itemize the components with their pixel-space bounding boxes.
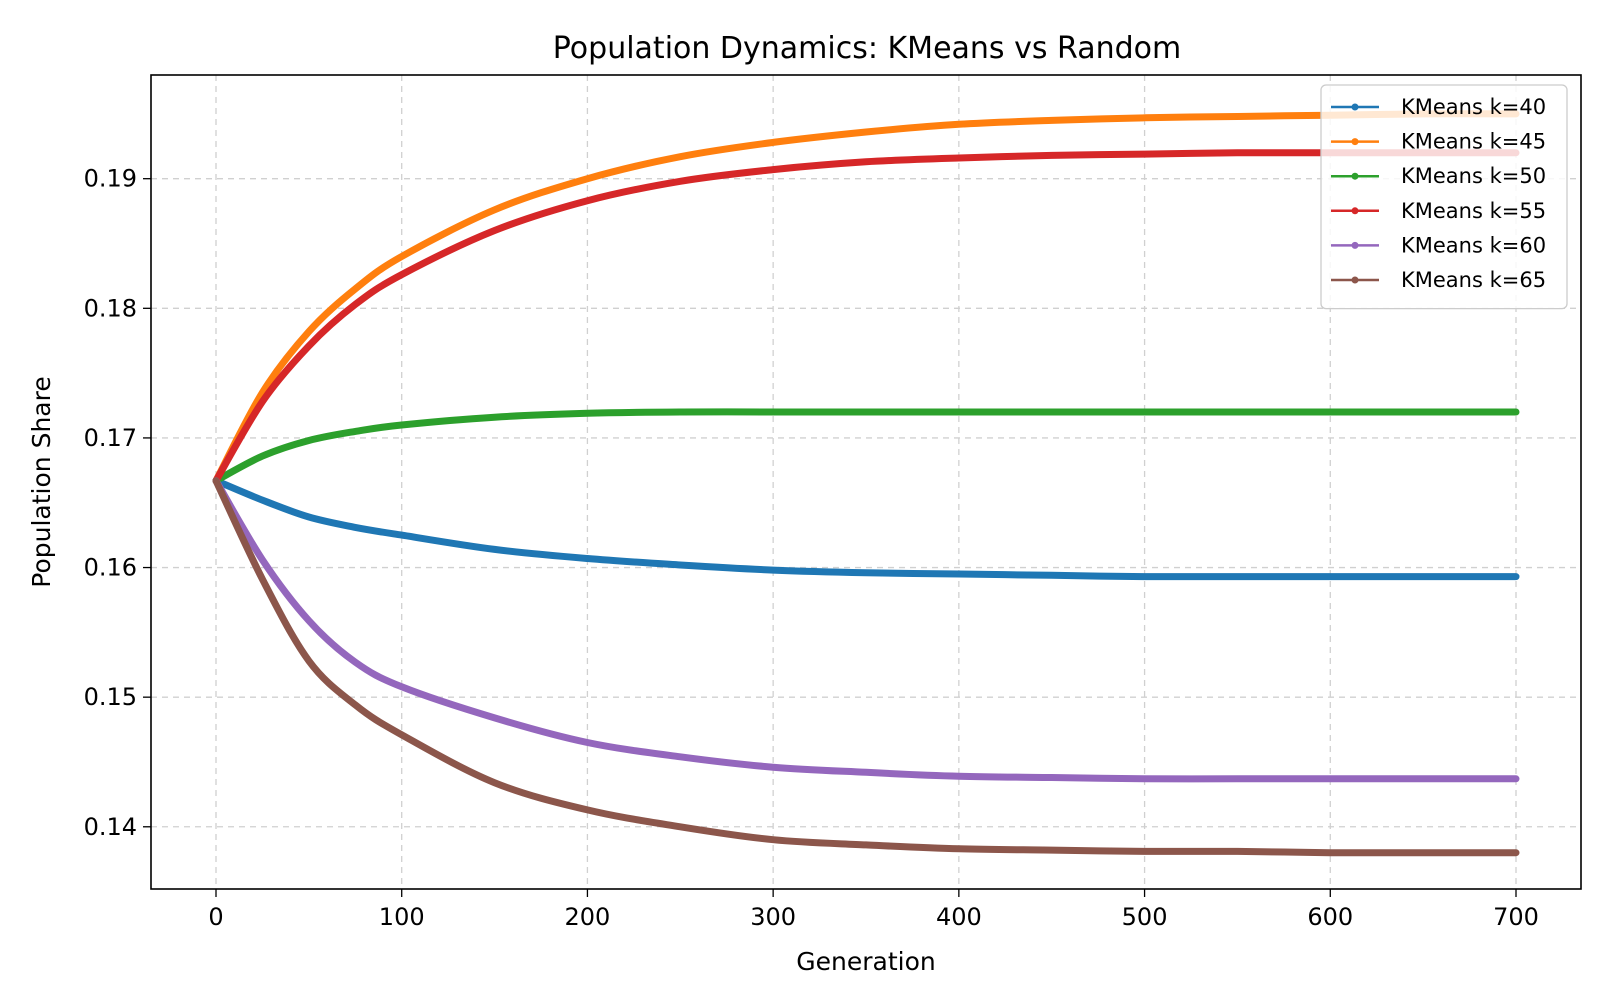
series-line-kmeans-k-55	[212, 149, 1520, 485]
legend-marker-kmeans-k-65	[1351, 276, 1359, 284]
chart-title: Population Dynamics: KMeans vs Random	[553, 31, 1181, 66]
legend-label-kmeans-k-45: KMeans k=45	[1401, 130, 1546, 154]
series-line-kmeans-k-65	[212, 477, 1520, 857]
legend-label-kmeans-k-50: KMeans k=50	[1401, 164, 1546, 188]
legend-marker-kmeans-k-40	[1351, 103, 1359, 111]
series-lines	[212, 110, 1520, 857]
legend-marker-kmeans-k-50	[1351, 172, 1359, 180]
legend-frame	[1320, 84, 1568, 310]
y-tick-label: 0.19	[84, 165, 137, 193]
x-tick-label: 500	[1122, 903, 1168, 931]
x-tick-label: 700	[1493, 903, 1539, 931]
legend-label-kmeans-k-65: KMeans k=65	[1401, 268, 1546, 292]
legend-marker-kmeans-k-60	[1351, 241, 1359, 249]
y-tick-label: 0.14	[84, 813, 137, 841]
legend-label-kmeans-k-55: KMeans k=55	[1401, 199, 1546, 223]
x-tick-label: 200	[565, 903, 611, 931]
y-tick-label: 0.15	[84, 683, 137, 711]
x-axis-label: Generation	[796, 947, 935, 976]
series-line-kmeans-k-60	[212, 477, 1520, 783]
series-line-kmeans-k-50	[212, 408, 1520, 485]
y-tick-label: 0.16	[84, 554, 137, 582]
x-tick-label: 600	[1307, 903, 1353, 931]
legend-marker-kmeans-k-55	[1351, 207, 1359, 215]
legend-label-kmeans-k-40: KMeans k=40	[1401, 95, 1546, 119]
plot-area-frame	[150, 74, 1582, 890]
series-line-kmeans-k-45	[212, 110, 1520, 485]
y-axis-label: Population Share	[27, 376, 56, 587]
axis-ticks: 0 100 200 300 400 500 600 700 0.14 0.15 0.16 0.17 0.…	[84, 165, 1539, 931]
legend-label-kmeans-k-60: KMeans k=60	[1401, 233, 1546, 257]
x-tick-label: 0	[208, 903, 223, 931]
legend-marker-kmeans-k-45	[1351, 138, 1359, 146]
x-tick-label: 100	[379, 903, 425, 931]
x-tick-label: 300	[750, 903, 796, 931]
y-tick-label: 0.17	[84, 424, 137, 452]
legend: KMeans k=40 KMeans k=45 KMeans k=50 KMeans …	[1320, 84, 1568, 310]
series-line-kmeans-k-40	[212, 477, 1520, 581]
x-tick-label: 400	[936, 903, 982, 931]
y-tick-label: 0.18	[84, 294, 137, 322]
